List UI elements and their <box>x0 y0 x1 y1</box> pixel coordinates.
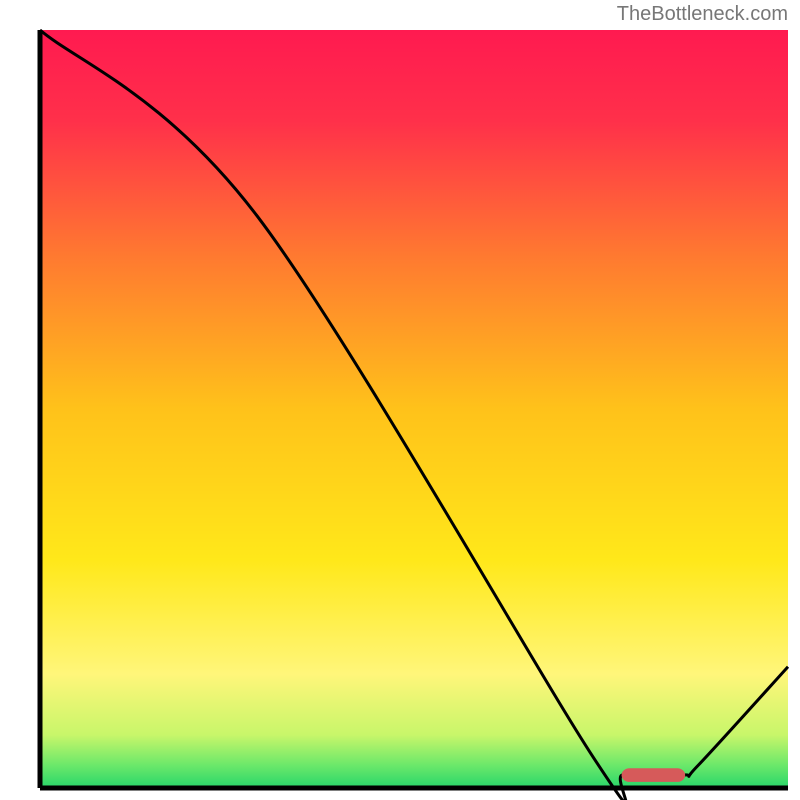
bottleneck-chart <box>0 0 800 800</box>
optimum-marker <box>622 768 686 782</box>
chart-container: { "chart": { "type": "line", "width": 80… <box>0 0 800 800</box>
attribution-text: TheBottleneck.com <box>617 3 788 26</box>
plot-background <box>40 30 788 788</box>
